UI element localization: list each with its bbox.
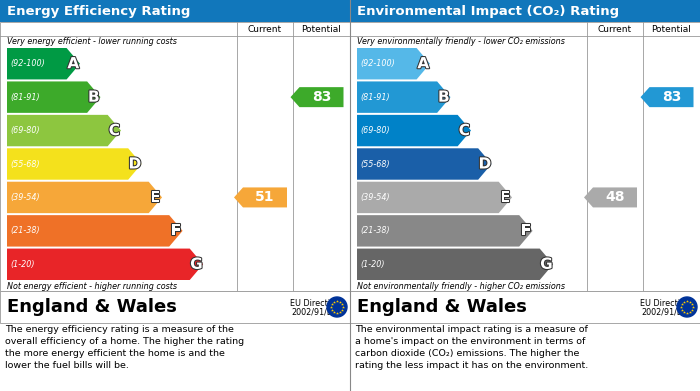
Text: The environmental impact rating is a measure of
a home's impact on the environme: The environmental impact rating is a mea…	[355, 325, 588, 370]
Text: EU Directive: EU Directive	[640, 298, 690, 307]
Text: Very energy efficient - lower running costs: Very energy efficient - lower running co…	[7, 37, 177, 46]
Polygon shape	[584, 187, 637, 208]
Polygon shape	[7, 48, 80, 79]
Circle shape	[677, 297, 697, 317]
Polygon shape	[7, 215, 183, 247]
Text: Current: Current	[248, 25, 282, 34]
Text: EU Directive: EU Directive	[290, 298, 340, 307]
Text: (92-100): (92-100)	[10, 59, 45, 68]
Polygon shape	[7, 249, 203, 280]
Polygon shape	[640, 87, 694, 107]
Text: (55-68): (55-68)	[10, 160, 40, 169]
Polygon shape	[7, 182, 162, 213]
Text: (69-80): (69-80)	[10, 126, 40, 135]
Text: C: C	[108, 123, 120, 138]
Polygon shape	[357, 48, 430, 79]
Text: (21-38): (21-38)	[10, 226, 40, 235]
Text: The energy efficiency rating is a measure of the
overall efficiency of a home. T: The energy efficiency rating is a measur…	[5, 325, 244, 370]
Text: 83: 83	[312, 90, 331, 104]
Text: England & Wales: England & Wales	[7, 298, 177, 316]
Text: Not environmentally friendly - higher CO₂ emissions: Not environmentally friendly - higher CO…	[357, 282, 565, 291]
Bar	[350, 0, 700, 22]
Text: Potential: Potential	[302, 25, 342, 34]
Polygon shape	[357, 148, 491, 180]
Bar	[350, 22, 700, 291]
Polygon shape	[234, 187, 287, 208]
Polygon shape	[7, 148, 141, 180]
Text: (39-54): (39-54)	[360, 193, 390, 202]
Bar	[0, 22, 350, 291]
Text: Energy Efficiency Rating: Energy Efficiency Rating	[7, 5, 190, 18]
Text: England & Wales: England & Wales	[357, 298, 527, 316]
Text: (81-91): (81-91)	[360, 93, 390, 102]
Text: 48: 48	[606, 190, 624, 204]
Bar	[350, 291, 700, 323]
Text: C: C	[458, 123, 470, 138]
Text: Very environmentally friendly - lower CO₂ emissions: Very environmentally friendly - lower CO…	[357, 37, 565, 46]
Text: (69-80): (69-80)	[360, 126, 390, 135]
Text: F: F	[521, 223, 531, 239]
Text: Not energy efficient - higher running costs: Not energy efficient - higher running co…	[7, 282, 177, 291]
Text: (21-38): (21-38)	[360, 226, 390, 235]
Text: 2002/91/EC: 2002/91/EC	[642, 307, 688, 316]
Text: F: F	[171, 223, 181, 239]
Text: G: G	[190, 257, 203, 272]
Polygon shape	[290, 87, 344, 107]
Text: E: E	[150, 190, 160, 205]
Text: 51: 51	[256, 190, 274, 204]
Text: Potential: Potential	[652, 25, 692, 34]
Polygon shape	[357, 115, 471, 146]
Text: G: G	[540, 257, 553, 272]
Text: (92-100): (92-100)	[360, 59, 395, 68]
Polygon shape	[357, 81, 451, 113]
Text: (55-68): (55-68)	[360, 160, 390, 169]
Text: A: A	[417, 56, 429, 71]
Polygon shape	[357, 215, 533, 247]
Polygon shape	[7, 115, 121, 146]
Text: (81-91): (81-91)	[10, 93, 40, 102]
Bar	[0, 0, 350, 22]
Text: Current: Current	[598, 25, 632, 34]
Polygon shape	[357, 249, 553, 280]
Text: D: D	[129, 156, 141, 172]
Circle shape	[327, 297, 347, 317]
Polygon shape	[357, 182, 512, 213]
Text: Environmental Impact (CO₂) Rating: Environmental Impact (CO₂) Rating	[357, 5, 619, 18]
Text: B: B	[438, 90, 449, 105]
Polygon shape	[7, 81, 101, 113]
Text: (39-54): (39-54)	[10, 193, 40, 202]
Text: 83: 83	[662, 90, 681, 104]
Text: (1-20): (1-20)	[360, 260, 384, 269]
Text: E: E	[500, 190, 510, 205]
Text: A: A	[67, 56, 79, 71]
Bar	[0, 291, 350, 323]
Text: D: D	[479, 156, 491, 172]
Text: (1-20): (1-20)	[10, 260, 34, 269]
Text: 2002/91/EC: 2002/91/EC	[292, 307, 338, 316]
Text: B: B	[88, 90, 99, 105]
